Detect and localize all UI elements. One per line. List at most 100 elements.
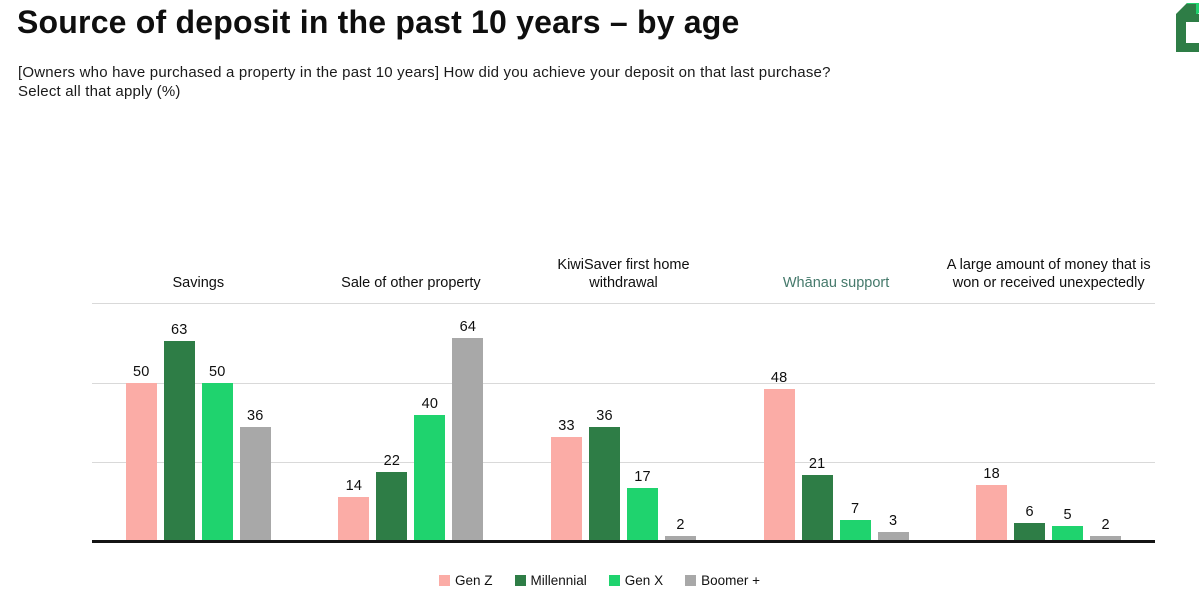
barwrap-boomer: 2 — [664, 516, 696, 542]
gridline-25 — [92, 462, 1155, 464]
bar-gen-z — [338, 497, 370, 542]
bar-millennial — [801, 475, 833, 542]
barwrap-millennial: 63 — [163, 322, 195, 542]
barwrap-gen-x: 40 — [414, 395, 446, 542]
bar-gen-z — [763, 389, 795, 542]
value-label: 6 — [1025, 503, 1034, 520]
category-label-text: A large amount of money that is won or r… — [946, 257, 1151, 291]
barwrap-gen-z: 33 — [550, 417, 582, 542]
bar-gen-x — [201, 382, 233, 542]
legend-swatch-icon — [685, 575, 697, 586]
legend-label: Boomer + — [701, 573, 760, 588]
page-title: Source of deposit in the past 10 years –… — [17, 4, 740, 40]
bar-boomer — [239, 427, 271, 542]
subtitle-line-2: Select all that apply (%) — [18, 83, 181, 100]
bar-gen-x — [1052, 526, 1084, 542]
gridline-50 — [92, 382, 1155, 384]
bar-gen-z — [125, 382, 157, 542]
subtitle-line-1: [Owners who have purchased a property in… — [18, 64, 831, 81]
category-label-sale-of-other-property: Sale of other property — [305, 228, 518, 292]
barwrap-millennial: 6 — [1014, 503, 1046, 542]
chart-plot-area: 50 63 50 36 14 22 40 64 33 36 17 2 48 21 7 3 18 6 5 2 — [92, 303, 1155, 543]
barwrap-gen-x: 17 — [626, 468, 658, 542]
barwrap-millennial: 36 — [588, 408, 620, 542]
value-label: 36 — [247, 408, 264, 425]
category-label-text: KiwiSaver first home withdrawal — [557, 257, 690, 291]
category-label-savings: Savings — [92, 228, 305, 292]
gridline-75 — [92, 303, 1155, 304]
bar-gen-z — [976, 484, 1008, 542]
value-label: 3 — [888, 513, 898, 530]
barwrap-boomer: 2 — [1090, 516, 1122, 542]
bar-group-kiwisaver-first-home-withdrawa: 33 36 17 2 — [517, 303, 730, 542]
bar-boomer — [1090, 535, 1122, 542]
legend-item-boomer: Boomer + — [685, 573, 760, 588]
bar-gen-x — [414, 414, 446, 542]
value-label: 64 — [459, 319, 477, 336]
bar-millennial — [376, 471, 408, 542]
barwrap-boomer: 64 — [452, 319, 484, 542]
value-label: 7 — [850, 500, 860, 517]
bar-boomer — [452, 338, 484, 542]
bar-groups: 50 63 50 36 14 22 40 64 33 36 17 2 48 21 7 3 18 6 5 2 — [92, 303, 1155, 542]
bar-millennial — [163, 341, 195, 542]
value-label: 36 — [596, 408, 613, 425]
bar-group-a-large-amount-of-money-that-i: 18 6 5 2 — [942, 303, 1155, 542]
legend-item-millennial: Millennial — [514, 573, 587, 588]
value-label: 63 — [171, 322, 188, 339]
barwrap-gen-x: 50 — [201, 363, 233, 542]
bar-group-wh-nau-support: 48 21 7 3 — [730, 303, 943, 542]
barwrap-gen-z: 48 — [763, 370, 795, 542]
barwrap-gen-z: 14 — [338, 478, 370, 542]
value-label: 14 — [345, 478, 363, 495]
legend-item-gen-x: Gen X — [608, 573, 664, 588]
x-axis-line — [92, 540, 1155, 543]
category-label-text: Whānau support — [782, 275, 890, 291]
bar-boomer — [877, 532, 909, 542]
category-label-text: Savings — [172, 275, 225, 291]
value-label: 21 — [808, 456, 826, 473]
value-label: 48 — [770, 370, 788, 387]
barwrap-gen-x: 7 — [839, 500, 871, 542]
chart-legend: Gen Z Millennial Gen X Boomer + — [0, 573, 1199, 588]
value-label: 50 — [133, 363, 150, 380]
value-label: 22 — [383, 452, 401, 469]
legend-swatch-icon — [439, 575, 450, 586]
value-label: 5 — [1063, 507, 1072, 524]
value-label: 2 — [676, 516, 685, 533]
barwrap-gen-x: 5 — [1052, 507, 1084, 542]
bar-millennial — [588, 427, 620, 542]
legend-label: Gen X — [624, 573, 664, 588]
category-label-text: Sale of other property — [341, 275, 481, 291]
bar-millennial — [1014, 522, 1046, 542]
category-label-a-large-amount-of-money-that-i: A large amount of money that is won or r… — [942, 228, 1155, 292]
legend-label: Gen Z — [455, 573, 493, 588]
category-labels-row: Savings Sale of other property KiwiSaver f… — [92, 228, 1155, 292]
value-label: 17 — [634, 468, 651, 485]
barwrap-millennial: 21 — [801, 456, 833, 542]
value-label: 2 — [1101, 516, 1110, 533]
legend-swatch-icon — [514, 575, 526, 586]
barwrap-gen-z: 18 — [976, 465, 1008, 542]
category-label-kiwisaver-first-home-withdrawa: KiwiSaver first home withdrawal — [517, 228, 730, 292]
value-label: 33 — [558, 417, 575, 434]
barwrap-gen-z: 50 — [125, 363, 157, 542]
bar-group-savings: 50 63 50 36 — [92, 303, 305, 542]
house-logo-icon — [1174, 2, 1199, 54]
value-label: 50 — [209, 363, 226, 380]
bar-boomer — [664, 535, 696, 542]
bar-gen-z — [550, 436, 582, 542]
value-label: 18 — [983, 465, 1000, 482]
bar-gen-x — [839, 519, 871, 542]
chart-subtitle: [Owners who have purchased a property in… — [18, 63, 831, 101]
legend-swatch-icon — [608, 575, 620, 586]
legend-item-gen-z: Gen Z — [439, 573, 493, 588]
bar-gen-x — [626, 487, 658, 542]
barwrap-boomer: 36 — [239, 408, 271, 542]
value-label: 40 — [421, 395, 439, 412]
bar-group-sale-of-other-property: 14 22 40 64 — [305, 303, 518, 542]
barwrap-millennial: 22 — [376, 452, 408, 542]
barwrap-boomer: 3 — [877, 513, 909, 542]
legend-label: Millennial — [530, 573, 587, 588]
